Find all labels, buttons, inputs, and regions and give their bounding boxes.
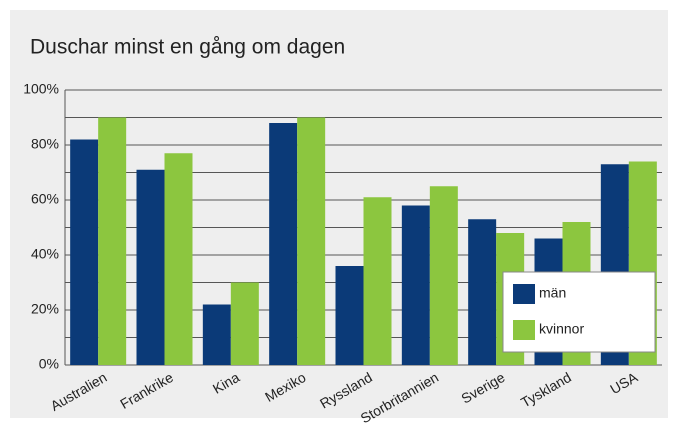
y-tick-label: 0% <box>39 356 59 372</box>
chart-title: Duschar minst en gång om dagen <box>30 36 345 59</box>
y-tick-label: 40% <box>31 246 59 262</box>
bar <box>230 282 259 365</box>
y-tick-label: 60% <box>31 191 59 207</box>
bar <box>429 186 458 365</box>
bar <box>468 219 497 365</box>
legend-label: kvinnor <box>539 321 584 337</box>
bar <box>70 139 99 365</box>
bar <box>297 117 326 365</box>
y-tick-label: 80% <box>31 136 59 152</box>
bar <box>136 169 165 365</box>
bar <box>401 205 430 365</box>
legend-label: män <box>539 285 566 301</box>
y-tick-label: 100% <box>23 81 59 97</box>
bar <box>164 153 193 365</box>
bar <box>363 197 392 365</box>
bar <box>98 117 127 365</box>
legend-swatch <box>513 320 535 340</box>
bar <box>269 123 298 365</box>
legend-swatch <box>513 284 535 304</box>
bar <box>202 304 231 365</box>
bar <box>335 266 364 365</box>
y-tick-label: 20% <box>31 301 59 317</box>
